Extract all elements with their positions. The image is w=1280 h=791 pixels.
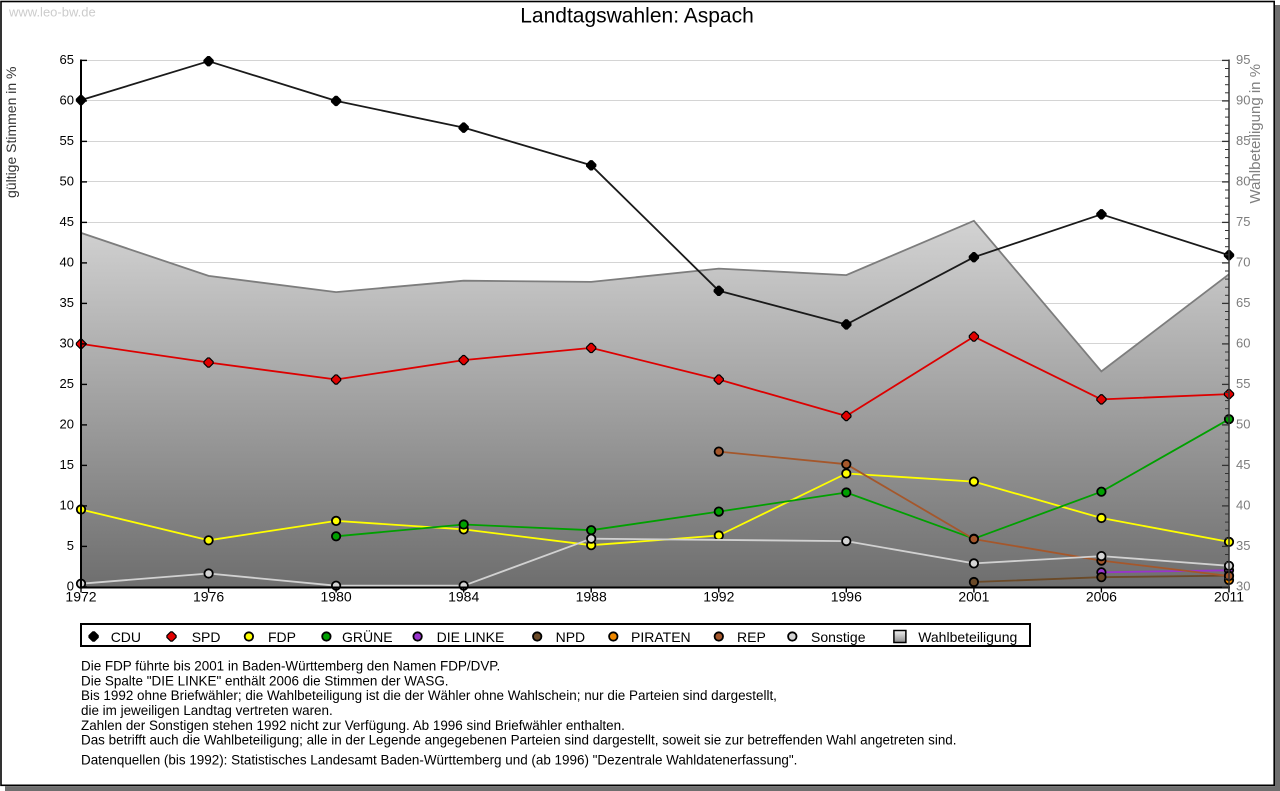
svg-text:1972: 1972	[65, 589, 96, 605]
svg-text:2011: 2011	[1214, 589, 1244, 605]
svg-text:1996: 1996	[831, 589, 862, 605]
svg-text:Die FDP führte bis 2001 in Bad: Die FDP führte bis 2001 in Baden-Württem…	[81, 659, 500, 674]
svg-text:www.leo-bw.de: www.leo-bw.de	[8, 5, 96, 20]
svg-text:SPD: SPD	[192, 629, 221, 645]
svg-text:DIE LINKE: DIE LINKE	[437, 629, 505, 645]
svg-text:45: 45	[60, 214, 74, 229]
svg-text:55: 55	[60, 133, 74, 148]
svg-text:Sonstige: Sonstige	[811, 629, 866, 645]
svg-text:15: 15	[60, 457, 74, 472]
svg-text:REP: REP	[737, 629, 766, 645]
svg-text:GRÜNE: GRÜNE	[342, 628, 393, 645]
svg-text:PIRATEN: PIRATEN	[631, 629, 691, 645]
svg-text:die im jeweiligen Landtag vert: die im jeweiligen Landtag vertreten ware…	[81, 703, 333, 718]
svg-text:Landtagswahlen: Aspach: Landtagswahlen: Aspach	[520, 5, 754, 28]
svg-text:50: 50	[60, 174, 74, 189]
svg-text:85: 85	[1236, 133, 1250, 148]
svg-text:50: 50	[1236, 417, 1250, 432]
svg-text:1992: 1992	[703, 589, 734, 605]
svg-text:10: 10	[60, 498, 74, 513]
svg-text:35: 35	[60, 295, 74, 310]
svg-text:2001: 2001	[958, 589, 989, 605]
svg-text:60: 60	[1236, 336, 1250, 351]
svg-text:gültige Stimmen in %: gültige Stimmen in %	[3, 66, 19, 198]
svg-text:2006: 2006	[1086, 589, 1117, 605]
svg-text:Datenquellen (bis 1992): Stati: Datenquellen (bis 1992): Statistisches L…	[81, 753, 797, 768]
svg-text:5: 5	[67, 538, 74, 553]
svg-text:45: 45	[1236, 457, 1250, 472]
svg-text:70: 70	[1236, 255, 1250, 270]
svg-text:1976: 1976	[193, 589, 224, 605]
svg-text:30: 30	[60, 336, 74, 351]
svg-text:CDU: CDU	[111, 629, 141, 645]
svg-text:0: 0	[67, 579, 74, 594]
svg-text:Wahlbeteiligung in %: Wahlbeteiligung in %	[1247, 64, 1264, 204]
svg-text:Zahlen der Sonstigen stehen 19: Zahlen der Sonstigen stehen 1992 nicht z…	[81, 718, 625, 733]
svg-text:65: 65	[1236, 295, 1250, 310]
svg-text:1980: 1980	[321, 589, 352, 605]
svg-text:40: 40	[1236, 498, 1250, 513]
svg-text:Die Spalte "DIE LINKE" enthält: Die Spalte "DIE LINKE" enthält 2006 die …	[81, 673, 449, 688]
svg-text:FDP: FDP	[268, 629, 296, 645]
svg-text:65: 65	[60, 52, 74, 67]
svg-text:NPD: NPD	[556, 629, 586, 645]
svg-text:Bis 1992 ohne Briefwähler; die: Bis 1992 ohne Briefwähler; die Wahlbetei…	[81, 688, 777, 703]
svg-text:95: 95	[1236, 52, 1250, 67]
svg-text:55: 55	[1236, 376, 1250, 391]
svg-text:Das betrifft auch die Wahlbete: Das betrifft auch die Wahlbeteiligung; a…	[81, 733, 957, 748]
svg-text:1984: 1984	[448, 589, 479, 605]
svg-text:25: 25	[60, 376, 74, 391]
svg-text:20: 20	[60, 417, 74, 432]
svg-text:35: 35	[1236, 538, 1250, 553]
svg-text:40: 40	[60, 255, 74, 270]
svg-text:90: 90	[1236, 93, 1250, 108]
svg-text:80: 80	[1236, 174, 1250, 189]
svg-text:30: 30	[1236, 579, 1250, 594]
svg-text:60: 60	[60, 93, 74, 108]
svg-text:1988: 1988	[576, 589, 607, 605]
svg-text:Wahlbeteiligung: Wahlbeteiligung	[918, 629, 1017, 645]
svg-text:75: 75	[1236, 214, 1250, 229]
